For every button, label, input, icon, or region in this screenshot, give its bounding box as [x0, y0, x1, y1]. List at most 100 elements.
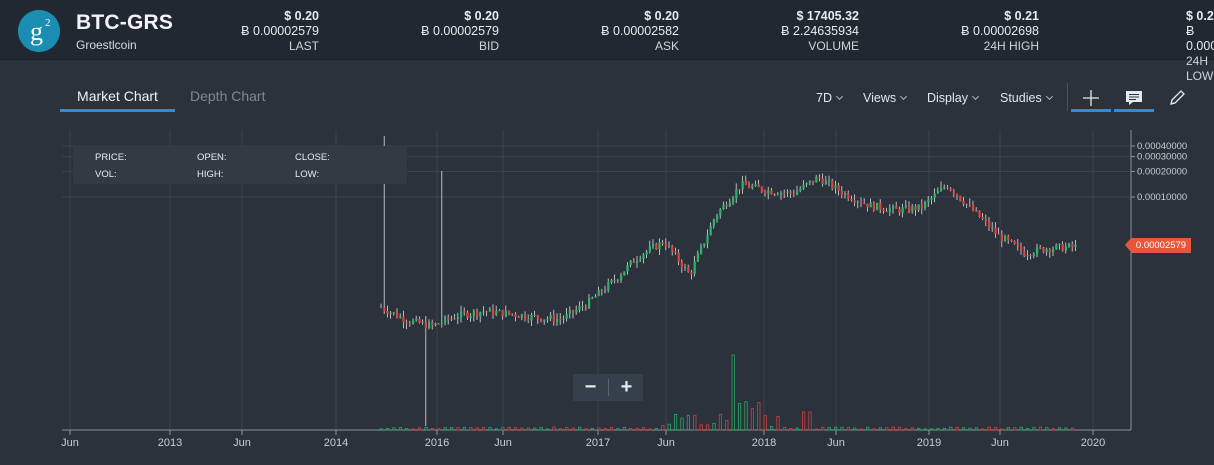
candle-body	[962, 200, 965, 205]
tab-depth-chart[interactable]: Depth Chart	[190, 88, 266, 104]
candle-body	[565, 313, 568, 319]
candle-body	[924, 202, 927, 209]
candle-body	[632, 260, 635, 263]
candle-body	[1039, 247, 1042, 249]
volume-bar	[1032, 427, 1036, 431]
candle-body	[581, 306, 584, 308]
candle-body	[549, 315, 552, 319]
volume-bar	[475, 427, 479, 431]
volume-bar	[1045, 427, 1049, 431]
zoom-out-button[interactable]: −	[584, 376, 597, 398]
volume-bar	[770, 426, 774, 431]
volume-bar	[814, 428, 818, 431]
volume-bar	[558, 428, 562, 431]
volume-bar	[629, 428, 633, 431]
y-tick-label: 0.00030000	[1137, 152, 1187, 163]
candle-body	[722, 204, 725, 210]
candle-body	[453, 318, 456, 320]
volume-bar	[878, 427, 882, 431]
candle-body	[626, 264, 629, 272]
stat-bid: $ 0.20 Ƀ 0.00002579 BID	[421, 9, 499, 53]
volume-bar	[424, 426, 428, 431]
volume-bar	[782, 427, 786, 431]
info-open-label: OPEN:	[197, 152, 227, 163]
candle-body	[956, 194, 959, 197]
candle-body	[415, 318, 418, 321]
candle-body	[639, 259, 642, 261]
zoom-in-button[interactable]: +	[620, 376, 633, 398]
volume-bar	[1058, 427, 1062, 431]
volume-bar	[552, 426, 556, 431]
svg-text:2: 2	[45, 17, 51, 29]
candle-body	[892, 206, 895, 209]
candlestick-chart[interactable]: Jun 2013 Jun 2014 2016 Jun 2017 Jun 2018 Jun 2019 J…	[0, 130, 1214, 465]
candle-body	[741, 181, 744, 190]
candle-body	[1016, 244, 1019, 246]
stat-volume: $ 17405.32 Ƀ 2.24635934 VOLUME	[781, 9, 859, 53]
x-tick-label: Jun	[61, 437, 79, 449]
candle-body	[594, 296, 597, 298]
candle-body	[546, 318, 549, 320]
volume-bar	[712, 423, 716, 431]
market-chart[interactable]: Jun 2013 Jun 2014 2016 Jun 2017 Jun 2018 Jun 2019 J…	[0, 130, 1214, 465]
candle-body	[738, 189, 741, 191]
candle-body	[536, 315, 539, 319]
candle-body	[853, 200, 856, 203]
candle-body	[421, 321, 424, 323]
info-low-label: LOW:	[295, 169, 320, 180]
volume-bar	[930, 428, 934, 431]
volume-bar	[693, 414, 697, 431]
tab-market-chart[interactable]: Market Chart	[60, 88, 175, 112]
views-label: Views	[863, 91, 897, 105]
volume-bar	[1006, 427, 1010, 431]
toolbar-divider	[1067, 83, 1068, 111]
ohlc-info-panel: PRICE: OPEN: CLOSE: VOL: HIGH: LOW:	[73, 146, 407, 184]
candle-body	[380, 307, 383, 309]
candle-body	[616, 279, 619, 281]
candle-body	[572, 310, 575, 313]
volume-bar	[610, 427, 614, 431]
candle-body	[543, 319, 546, 322]
candle-body	[940, 187, 943, 192]
candle-body	[808, 180, 811, 183]
volume-bar	[725, 420, 729, 431]
x-tick-label: 2013	[158, 437, 182, 449]
candle-body	[1052, 249, 1055, 253]
crosshair-button[interactable]	[1071, 84, 1111, 112]
volume-bar	[962, 427, 966, 431]
candle-body	[664, 243, 667, 247]
annotation-button[interactable]	[1114, 84, 1154, 112]
interval-dropdown[interactable]: 7D	[816, 91, 844, 105]
display-dropdown[interactable]: Display	[927, 91, 980, 105]
volume-bar	[853, 427, 857, 431]
candle-body	[463, 311, 466, 313]
stat-24h-low: $ 0.2Ƀ 0.000025724H LOW	[1186, 9, 1214, 83]
candle-body	[744, 181, 747, 186]
crosshair-icon	[1083, 90, 1099, 106]
x-tick-label: 2016	[425, 437, 449, 449]
volume-bar	[571, 427, 575, 431]
volume-bar	[622, 427, 626, 431]
pair-title: BTC-GRS	[76, 11, 174, 34]
candle-body	[984, 219, 987, 222]
volume-bar	[795, 427, 799, 431]
candle-body	[383, 307, 386, 311]
candle-body	[895, 206, 898, 209]
views-dropdown[interactable]: Views	[863, 91, 908, 105]
draw-button[interactable]	[1157, 84, 1197, 112]
volume-bar	[686, 415, 690, 431]
candle-body	[997, 233, 1000, 235]
candle-body	[732, 197, 735, 203]
volume-bar	[821, 426, 825, 431]
candle-body	[991, 227, 994, 229]
candle-body	[783, 192, 786, 194]
studies-dropdown[interactable]: Studies	[1000, 91, 1053, 105]
candle-body	[1068, 243, 1071, 247]
volume-bar	[949, 426, 953, 431]
candle-body	[988, 221, 991, 228]
candle-body	[389, 312, 392, 315]
candle-body	[418, 318, 421, 323]
candle-body	[527, 319, 530, 321]
stat-24h-high: $ 0.21 Ƀ 0.00002698 24H HIGH	[961, 9, 1039, 53]
candle-body	[882, 209, 885, 212]
